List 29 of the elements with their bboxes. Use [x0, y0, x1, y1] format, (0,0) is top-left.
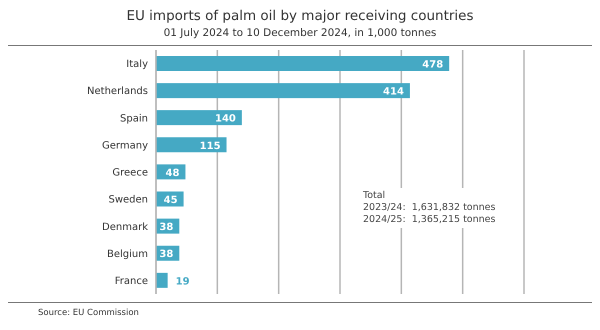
y-tick-label: Denmark: [102, 222, 148, 233]
y-tick-label: Germany: [102, 140, 148, 152]
y-tick-label: Netherlands: [87, 86, 148, 98]
data-label: 48: [166, 168, 180, 179]
y-tick-label: Sweden: [108, 194, 148, 206]
annotation: 2023/24: 1,631,832 tonnes: [363, 202, 496, 214]
source-note: Source: EU Commission: [8, 302, 592, 318]
y-tick-label: France: [114, 276, 148, 287]
data-label: 115: [200, 140, 221, 152]
bar: [156, 56, 450, 71]
bar: [156, 83, 410, 98]
annotation: Total: [363, 190, 386, 202]
bar: [156, 272, 168, 288]
chart-title: EU imports of palm oil by major receiving countries: [125, 8, 475, 24]
y-tick-label: Italy: [126, 59, 148, 70]
bar: [156, 110, 242, 126]
data-label: 140: [214, 114, 236, 125]
data-label: 38: [159, 249, 174, 260]
annotation: 2024/25: 1,365,215 tonnes: [363, 214, 496, 226]
chart-subtitle: 01 July 2024 to 10 December 2024, in 1,000 tonnes: [162, 27, 438, 39]
y-tick-label: Spain: [120, 113, 148, 124]
data-label: 38: [159, 222, 174, 234]
data-label: 478: [422, 59, 444, 70]
bar: [156, 137, 227, 152]
data-label: 414: [383, 86, 404, 98]
data-label: 45: [164, 195, 178, 206]
y-tick-label: Belgium: [107, 248, 148, 260]
data-label: 19: [176, 276, 190, 288]
y-tick-label: Greece: [112, 168, 148, 179]
